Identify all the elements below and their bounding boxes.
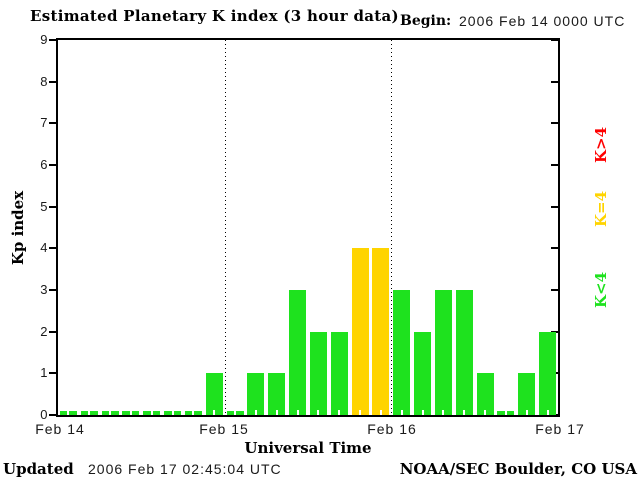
begin-label: Begin: (400, 13, 452, 29)
plot-area (56, 38, 560, 417)
bar-bottom-notch (421, 410, 424, 415)
y-tick-mark-right (551, 164, 558, 166)
day-separator-line (225, 40, 226, 415)
updated-value: 2006 Feb 17 02:45:04 UTC (88, 461, 282, 477)
y-tick-mark-right (551, 80, 558, 83)
bar-bottom-notch (296, 410, 299, 415)
y-tick-mark-left (49, 39, 56, 41)
legend-label-k-gt-4: K>4 (592, 126, 610, 164)
bar-bottom-notch (254, 410, 257, 415)
kp-bar (539, 331, 557, 415)
y-tick-label: 3 (40, 282, 48, 297)
y-tick-label: 9 (40, 32, 48, 47)
bar-bottom-notch (442, 410, 445, 415)
legend-label-k-eq-4: K=4 (592, 190, 610, 228)
y-tick-mark-right (551, 39, 558, 41)
chart-title: Estimated Planetary K index (3 hour data… (30, 7, 399, 25)
y-tick-mark-left (49, 205, 56, 208)
bar-bottom-notch (400, 410, 403, 415)
x-tick-label: Feb 17 (535, 421, 585, 437)
y-tick-label: 4 (40, 240, 48, 256)
y-tick-mark-left (49, 372, 56, 375)
legend-label-k-lt-4: K<4 (592, 271, 610, 309)
bar-bottom-notch (463, 410, 466, 415)
y-tick-mark-right (551, 330, 558, 333)
source-credit: NOAA/SEC Boulder, CO USA (399, 460, 637, 478)
y-tick-label: 2 (40, 323, 48, 339)
bar-bottom-notch (338, 410, 341, 415)
x-tick-label: Feb 16 (367, 421, 417, 437)
y-tick-label: 0 (40, 407, 48, 422)
kp-bar (184, 410, 202, 415)
bar-bottom-notch (317, 410, 320, 415)
kp-bar (434, 290, 452, 415)
bar-bottom-notch (546, 410, 549, 415)
y-tick-mark-right (551, 122, 558, 125)
y-tick-label: 8 (40, 73, 48, 89)
kp-bar (518, 373, 536, 415)
bar-bottom-notch (275, 410, 278, 415)
kp-bar (268, 373, 286, 415)
y-tick-mark-right (551, 205, 558, 208)
kp-bar (205, 373, 223, 415)
bar-bottom-notch (109, 410, 112, 415)
bar-bottom-notch (504, 410, 507, 415)
y-tick-mark-left (49, 80, 56, 83)
bar-bottom-notch (88, 410, 91, 415)
bar-bottom-notch (67, 410, 70, 415)
bar-bottom-notch (192, 410, 195, 415)
y-tick-mark-right (551, 414, 558, 416)
kp-bar (351, 248, 369, 415)
begin-value: 2006 Feb 14 0000 UTC (459, 13, 626, 29)
kp-bar (122, 410, 140, 415)
kp-bar (393, 290, 411, 415)
kp-bar (497, 410, 515, 415)
y-tick-label: 1 (40, 365, 48, 381)
y-tick-mark-left (49, 289, 56, 291)
y-tick-mark-left (49, 414, 56, 416)
y-tick-mark-right (551, 247, 558, 250)
kp-bar (59, 410, 77, 415)
day-separator-line (391, 40, 392, 415)
bar-bottom-notch (171, 410, 174, 415)
bar-bottom-notch (484, 410, 487, 415)
bar-bottom-notch (129, 410, 132, 415)
bar-bottom-notch (213, 410, 216, 415)
x-tick-label: Feb 14 (35, 421, 85, 437)
kp-bar (476, 373, 494, 415)
kp-bar (330, 331, 348, 415)
y-tick-mark-left (49, 330, 56, 333)
kp-bar (455, 290, 473, 415)
y-tick-mark-left (49, 164, 56, 166)
x-tick-label: Feb 15 (199, 421, 249, 437)
kp-bar (289, 290, 307, 415)
bar-bottom-notch (379, 410, 382, 415)
kp-bar (143, 410, 161, 415)
kp-bar (226, 410, 244, 415)
y-tick-mark-left (49, 122, 56, 125)
kp-bar (80, 410, 98, 415)
x-axis-title: Universal Time (244, 439, 372, 457)
kp-bar (247, 373, 265, 415)
y-tick-mark-left (49, 247, 56, 250)
updated-label: Updated (3, 460, 74, 478)
kp-bar (414, 331, 432, 415)
y-tick-label: 5 (40, 198, 48, 214)
bar-bottom-notch (150, 410, 153, 415)
bar-bottom-notch (359, 410, 362, 415)
bar-bottom-notch (525, 410, 528, 415)
bar-bottom-notch (234, 410, 237, 415)
y-tick-label: 6 (40, 157, 48, 172)
kp-bar (164, 410, 182, 415)
kp-bar (309, 331, 327, 415)
y-tick-mark-right (551, 289, 558, 291)
y-tick-label: 7 (40, 115, 48, 131)
kp-bar (101, 410, 119, 415)
kp-bar (372, 248, 390, 415)
